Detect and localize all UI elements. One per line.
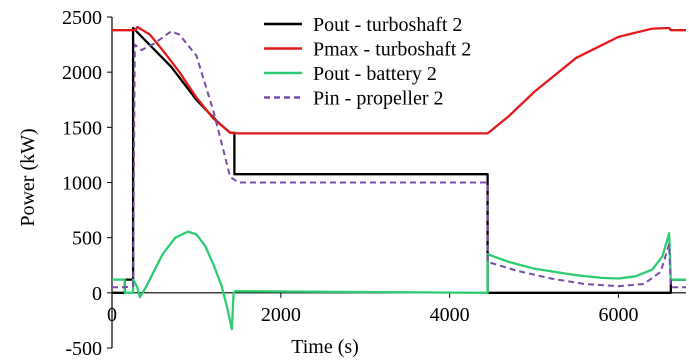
y-tick-label: 1000 (62, 173, 102, 195)
y-tick-label: 500 (72, 228, 102, 250)
x-tick-label: 2000 (261, 304, 301, 326)
y-tick-label: 2500 (62, 7, 102, 29)
x-axis-title: Time (s) (291, 336, 359, 358)
legend-label-2: Pout - battery 2 (313, 63, 437, 85)
y-axis-title: Power (kW) (17, 128, 39, 226)
y-tick-label: 2000 (62, 62, 102, 84)
x-tick-label: 0 (107, 304, 117, 326)
legend-label-0: Pout - turboshaft 2 (313, 14, 462, 36)
series-line-1 (112, 25, 686, 135)
x-tick-label: 6000 (598, 304, 638, 326)
legend-label-1: Pmax - turboshaft 2 (313, 39, 471, 61)
series-line-3 (112, 30, 686, 289)
x-tick-label: 4000 (430, 304, 470, 326)
y-tick-label: 0 (92, 283, 102, 305)
y-tick-label: -500 (65, 338, 102, 360)
y-tick-label: 1500 (62, 117, 102, 139)
legend-label-3: Pin - propeller 2 (313, 88, 444, 110)
series-line-2 (112, 230, 686, 331)
